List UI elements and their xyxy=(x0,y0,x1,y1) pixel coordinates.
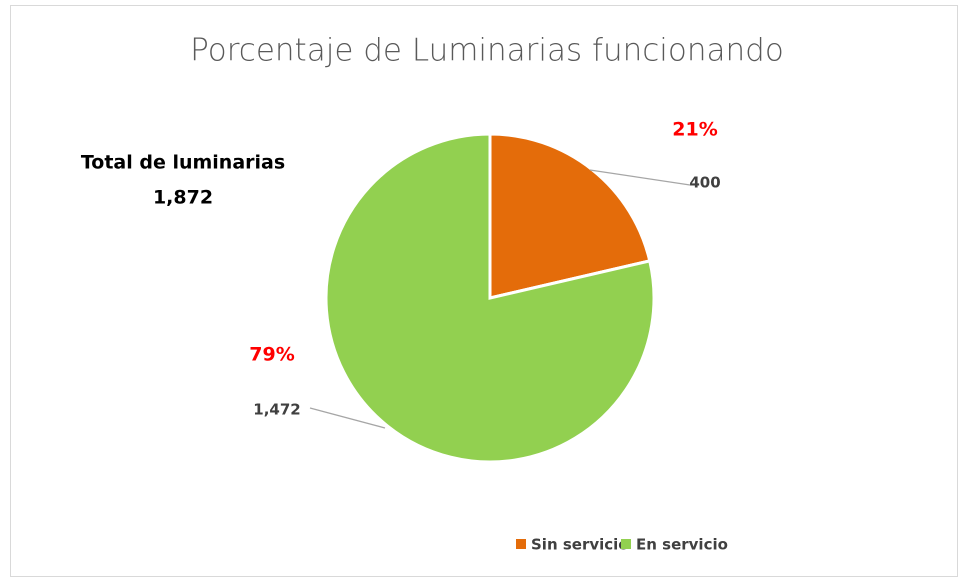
legend-swatch xyxy=(621,539,631,549)
legend-label: En servicio xyxy=(636,536,728,554)
percent-label: 21% xyxy=(672,119,717,141)
chart-title: Porcentaje de Luminarias funcionando xyxy=(190,33,784,69)
legend-swatch xyxy=(516,539,526,549)
total-value: 1,872 xyxy=(153,187,213,209)
value-label: 1,472 xyxy=(253,401,300,419)
percent-label: 79% xyxy=(249,344,294,366)
leader-line xyxy=(309,407,386,429)
total-label: Total de luminarias xyxy=(81,152,285,174)
pie-slice xyxy=(324,132,656,464)
value-label: 400 xyxy=(689,174,720,192)
legend-label: Sin servicio xyxy=(531,536,629,554)
leader-line xyxy=(589,169,691,186)
